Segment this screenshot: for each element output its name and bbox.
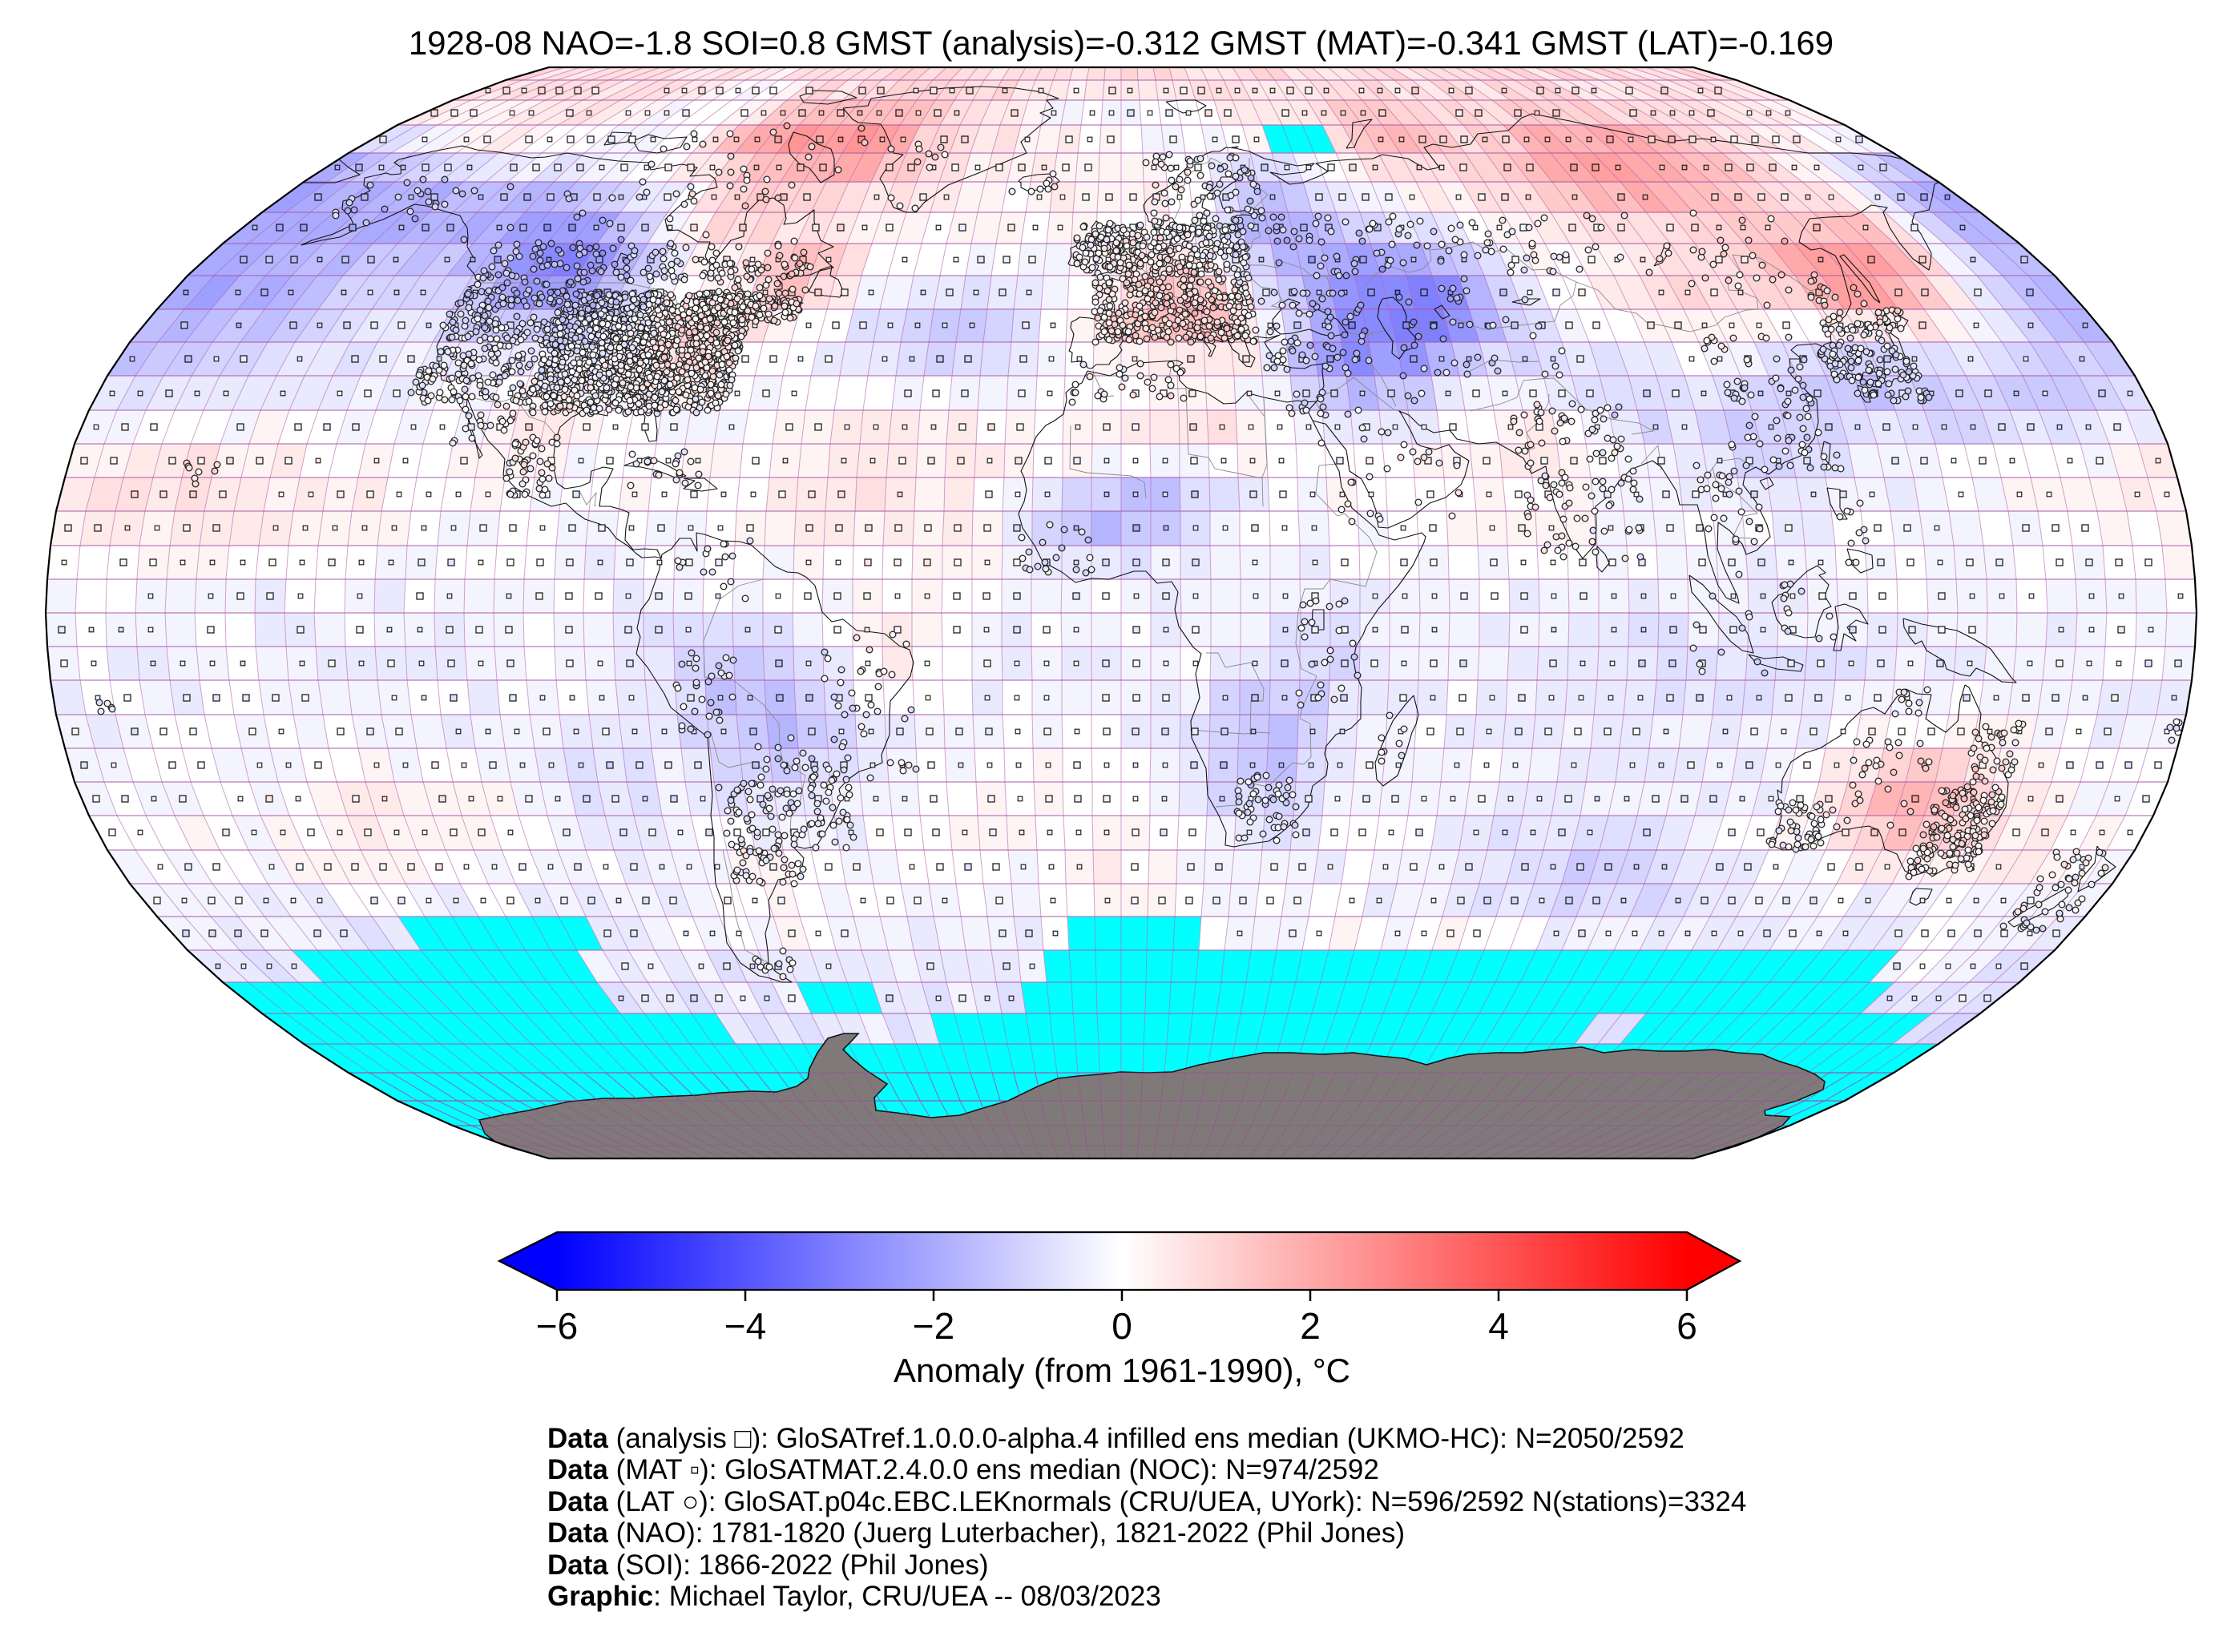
svg-text:0: 0	[1112, 1305, 1132, 1347]
svg-text:Graphic: Michael Taylor, CRU/U: Graphic: Michael Taylor, CRU/UEA -- 08/0…	[547, 1581, 1161, 1612]
svg-text:6: 6	[1676, 1305, 1697, 1347]
svg-text:Data (LAT ○): GloSAT.p04c.EBC.: Data (LAT ○): GloSAT.p04c.EBC.LEKnormals…	[547, 1486, 1746, 1517]
svg-text:−2: −2	[913, 1305, 954, 1347]
svg-text:4: 4	[1488, 1305, 1509, 1347]
svg-text:Data (analysis □): GloSATref.1: Data (analysis □): GloSATref.1.0.0.0-alp…	[547, 1423, 1684, 1454]
svg-text:Data (SOI): 1866-2022 (Phil Jo: Data (SOI): 1866-2022 (Phil Jones)	[547, 1549, 989, 1581]
svg-text:−6: −6	[536, 1305, 578, 1347]
svg-text:Data (NAO): 1781-1820 (Juerg L: Data (NAO): 1781-1820 (Juerg Luterbacher…	[547, 1517, 1405, 1549]
svg-text:Data (MAT ▫): GloSATMAT.2.4.0.: Data (MAT ▫): GloSATMAT.2.4.0.0 ens medi…	[547, 1454, 1379, 1485]
svg-text:1928-08 NAO=-1.8 SOI=0.8 GMST: 1928-08 NAO=-1.8 SOI=0.8 GMST (analysis)…	[409, 24, 1834, 62]
svg-text:2: 2	[1300, 1305, 1321, 1347]
svg-text:−4: −4	[724, 1305, 766, 1347]
svg-text:Anomaly (from 1961-1990), °C: Anomaly (from 1961-1990), °C	[894, 1352, 1350, 1389]
